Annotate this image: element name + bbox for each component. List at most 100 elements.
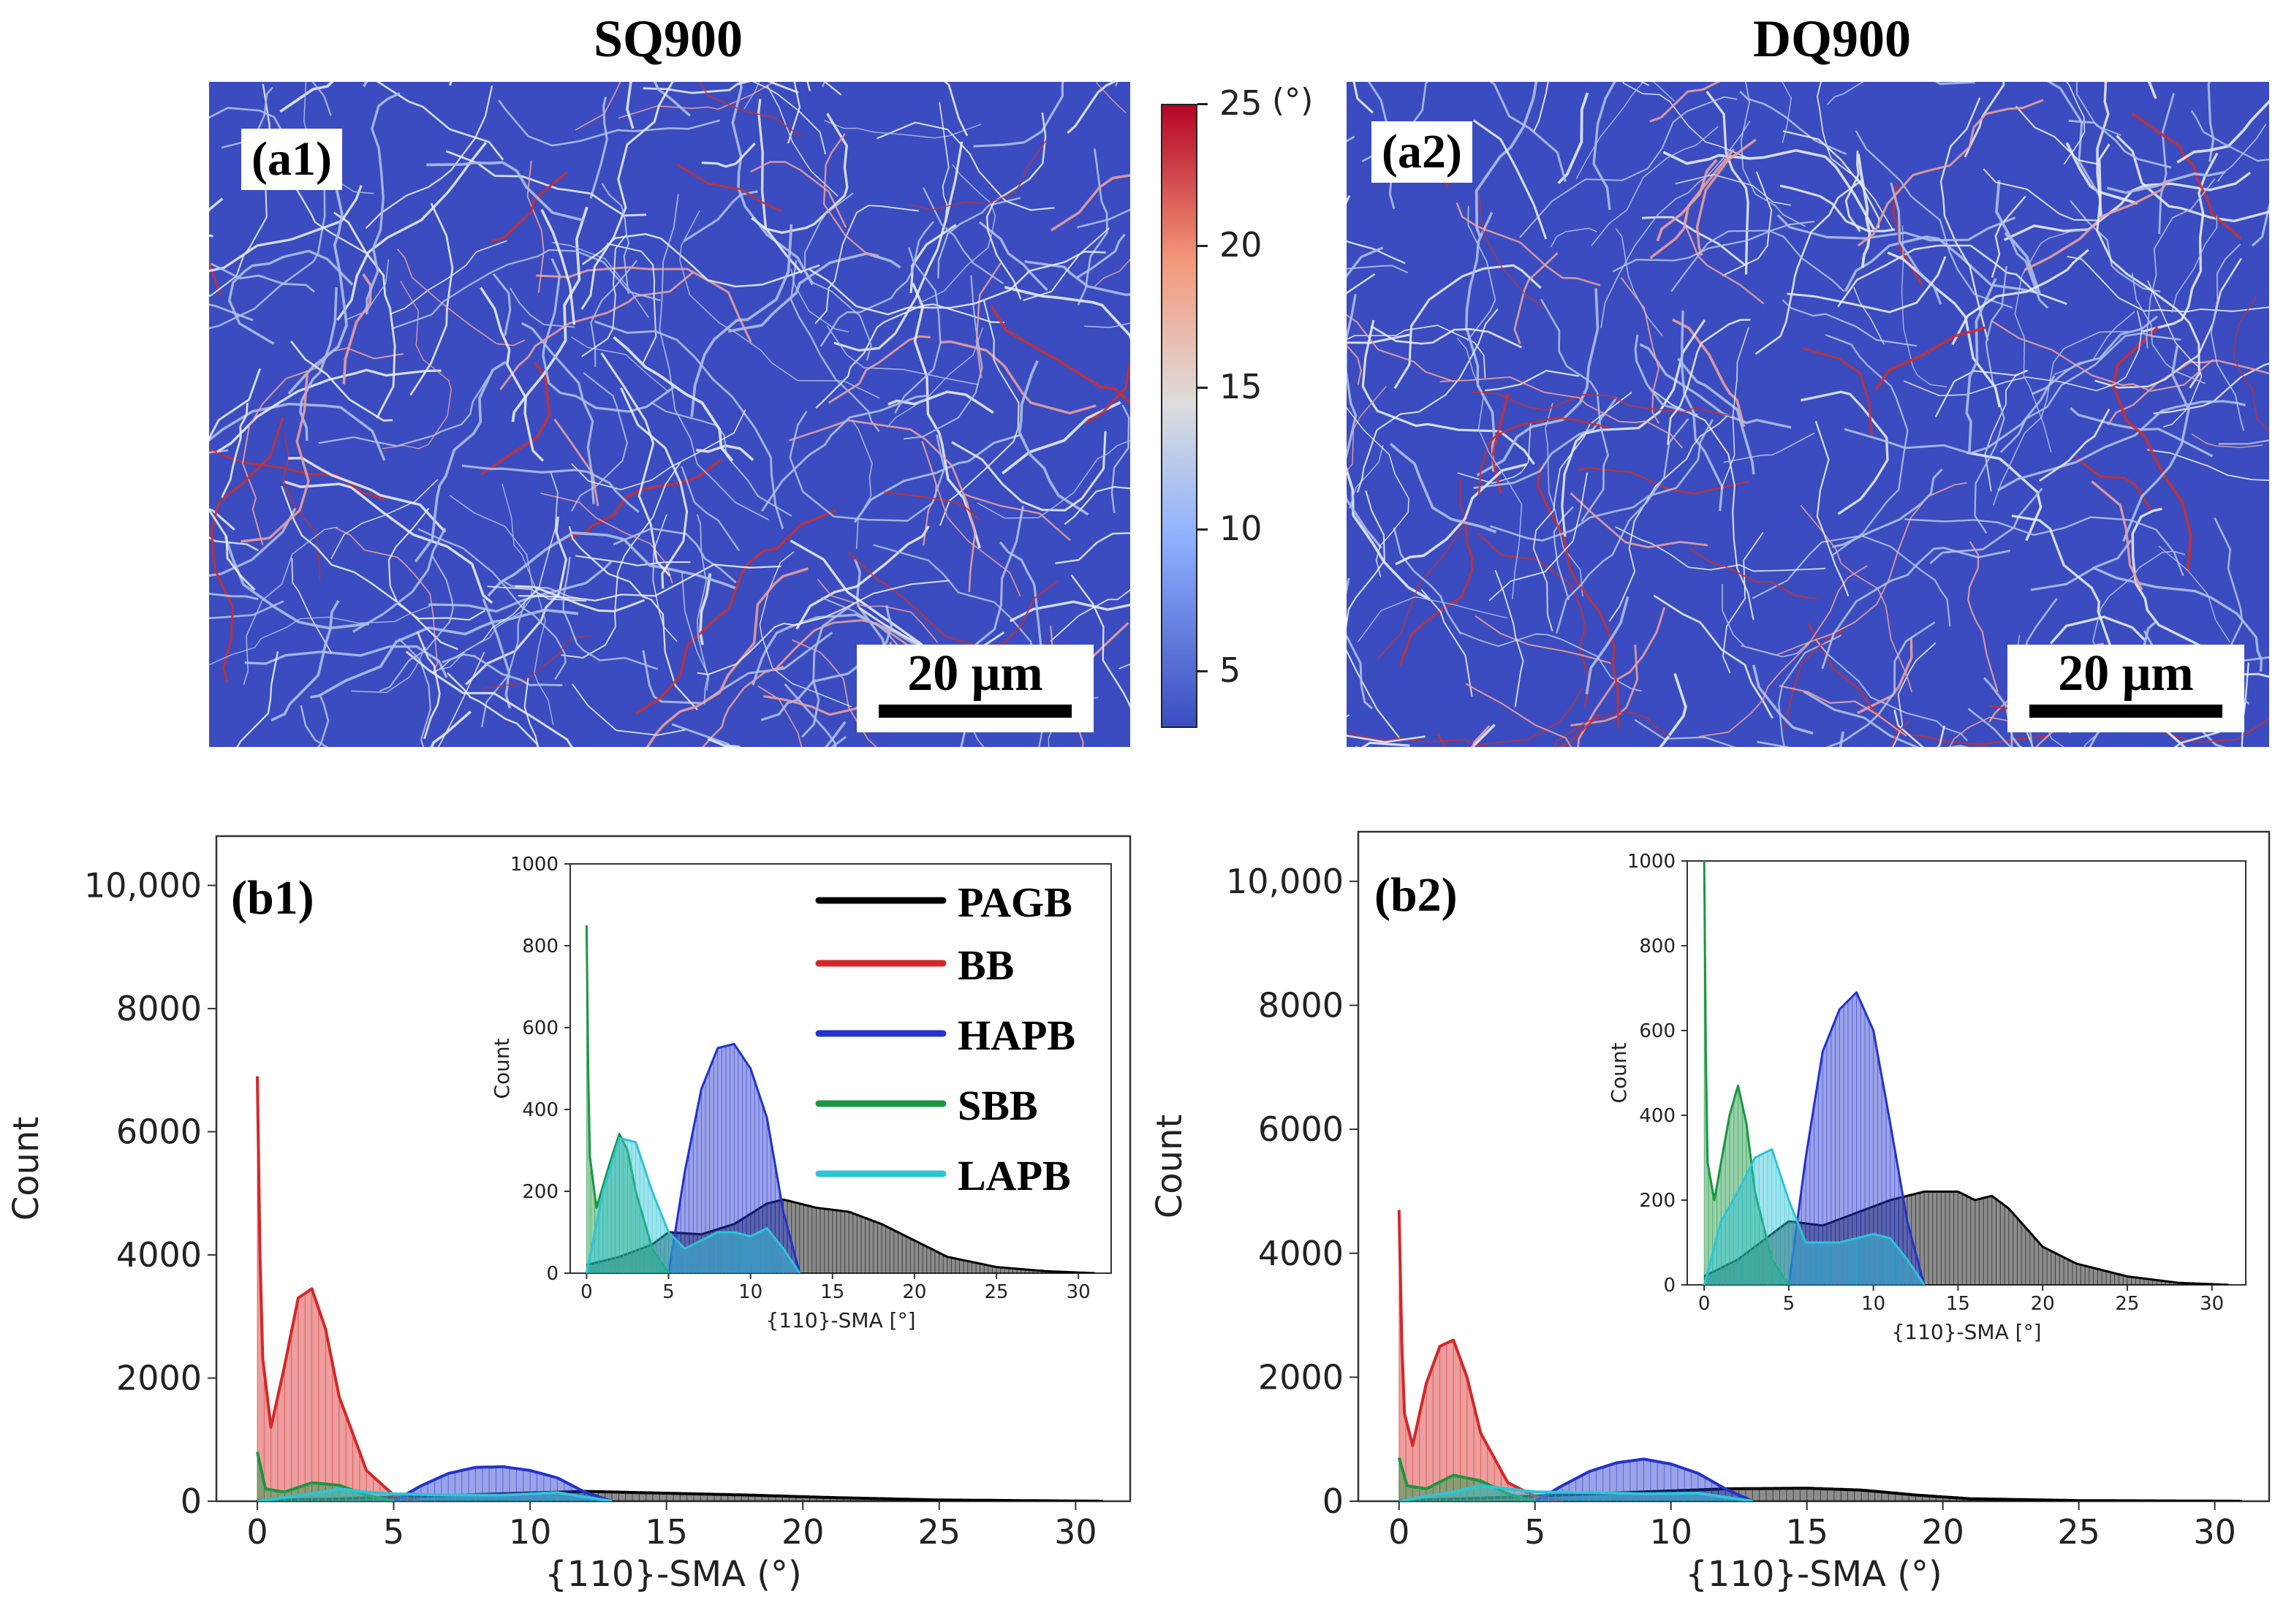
grain-boundary	[1436, 713, 1600, 747]
colorbar-tick-label: 5	[1219, 650, 1241, 691]
grain-boundary	[553, 418, 599, 506]
grain-boundary	[1890, 182, 1942, 305]
grain-boundary	[1688, 547, 1817, 600]
inset-x-axis-label: {110}-SMA [°]	[765, 1308, 915, 1332]
grain-boundary	[2131, 273, 2206, 384]
grain-boundary	[1722, 583, 1810, 658]
grain-boundary	[515, 585, 645, 612]
grain-boundary	[396, 248, 526, 346]
series-line-pagb	[586, 1198, 1095, 1273]
legend-label-lapb: LAPB	[958, 1152, 1071, 1199]
grain-boundary	[1983, 168, 2098, 221]
grain-boundary	[224, 536, 369, 630]
grain-boundary	[1681, 310, 1724, 512]
grain-boundary	[352, 528, 447, 633]
grain-boundary	[1612, 220, 1815, 273]
grain-boundary	[518, 564, 781, 602]
grain-boundary	[1901, 225, 1947, 387]
grain-boundary	[2096, 82, 2110, 218]
scale-bar-a2: 20 μm	[2007, 645, 2244, 732]
grain-boundary	[951, 430, 1107, 512]
x-tick-label: 5	[383, 1512, 404, 1552]
colorbar-tick-label: 20	[1219, 225, 1263, 265]
grain-boundary	[2131, 507, 2243, 667]
grain-boundary	[1050, 589, 1130, 642]
grain-boundary	[1577, 466, 1749, 495]
grain-boundary	[817, 578, 939, 643]
scale-text-a2: 20 μm	[2058, 645, 2194, 702]
grain-boundary	[209, 600, 284, 620]
grain-boundary	[2065, 142, 2138, 205]
grain-boundary	[760, 394, 930, 512]
grain-boundary	[1649, 82, 1721, 123]
grain-boundary	[1347, 344, 1362, 385]
grain-boundary	[853, 433, 1023, 523]
grain-boundary	[551, 241, 650, 319]
grain-boundary	[646, 567, 809, 747]
x-tick-label: 30	[2200, 1293, 2224, 1315]
series-line-lapb	[257, 1487, 613, 1501]
series-line-lapb	[1398, 1484, 1753, 1501]
grain-boundary	[581, 233, 628, 357]
boundary-network	[1347, 82, 2269, 747]
grain-boundary	[501, 580, 582, 600]
grain-boundary	[977, 439, 1130, 519]
grain-boundary	[1077, 148, 1108, 306]
grain-boundary	[757, 99, 803, 274]
y-tick-label: 4000	[1258, 1234, 1344, 1273]
grain-boundary	[310, 608, 579, 699]
grain-boundary	[405, 650, 573, 747]
grain-boundary	[1807, 622, 2046, 745]
grain-boundary	[2146, 178, 2216, 349]
y-tick-label: 2000	[1258, 1357, 1344, 1397]
grain-boundary	[600, 352, 671, 577]
grain-boundary	[2111, 326, 2192, 572]
grain-boundary	[426, 161, 584, 222]
grain-boundary	[1740, 82, 1806, 227]
grain-boundary	[428, 559, 613, 613]
grain-boundary	[1903, 310, 2143, 397]
grain-boundary	[1023, 227, 1110, 301]
grain-boundary	[1456, 337, 1523, 599]
grain-boundary	[789, 411, 946, 522]
grain-boundary	[1874, 326, 1986, 391]
grain-boundary	[1720, 327, 1749, 490]
y-tick-label: 6000	[116, 1112, 202, 1152]
x-tick-label: 15	[1785, 1512, 1828, 1552]
grain-boundary	[707, 737, 741, 747]
series-line-sbb	[1703, 861, 1790, 1285]
grain-boundary	[290, 340, 393, 422]
grain-boundary	[2067, 255, 2269, 313]
grain-boundary	[757, 685, 803, 747]
grain-boundary	[696, 514, 708, 705]
grain-boundary	[701, 143, 756, 168]
grain-boundary	[209, 507, 297, 577]
grain-boundary	[1077, 208, 1130, 229]
grain-boundary	[894, 247, 942, 414]
grain-boundary	[2018, 598, 2058, 747]
grain-boundary	[964, 710, 985, 747]
x-tick-label: 20	[781, 1512, 825, 1552]
grain-boundary	[727, 251, 901, 333]
grain-boundary	[2171, 216, 2218, 313]
grain-boundary	[1347, 735, 1426, 743]
grain-boundary	[2158, 93, 2175, 235]
grain-boundary	[521, 322, 595, 504]
grain-boundary	[438, 651, 485, 747]
grain-boundary	[1475, 615, 1611, 664]
scale-text-a1: 20 μm	[907, 645, 1043, 702]
grain-boundary	[509, 287, 575, 328]
grain-boundary	[1677, 357, 1755, 475]
y-tick-label: 6000	[1258, 1109, 1344, 1149]
grain-boundary	[209, 592, 259, 601]
grain-boundary	[909, 224, 957, 293]
grain-boundary	[344, 259, 390, 321]
grain-boundary	[1466, 205, 1496, 341]
grain-boundary	[822, 133, 879, 257]
grain-boundary	[2049, 615, 2146, 645]
x-tick-label: 15	[645, 1512, 688, 1552]
grain-boundary	[1347, 490, 1400, 738]
grain-boundary	[935, 484, 1021, 597]
grain-boundary	[1667, 319, 1751, 445]
